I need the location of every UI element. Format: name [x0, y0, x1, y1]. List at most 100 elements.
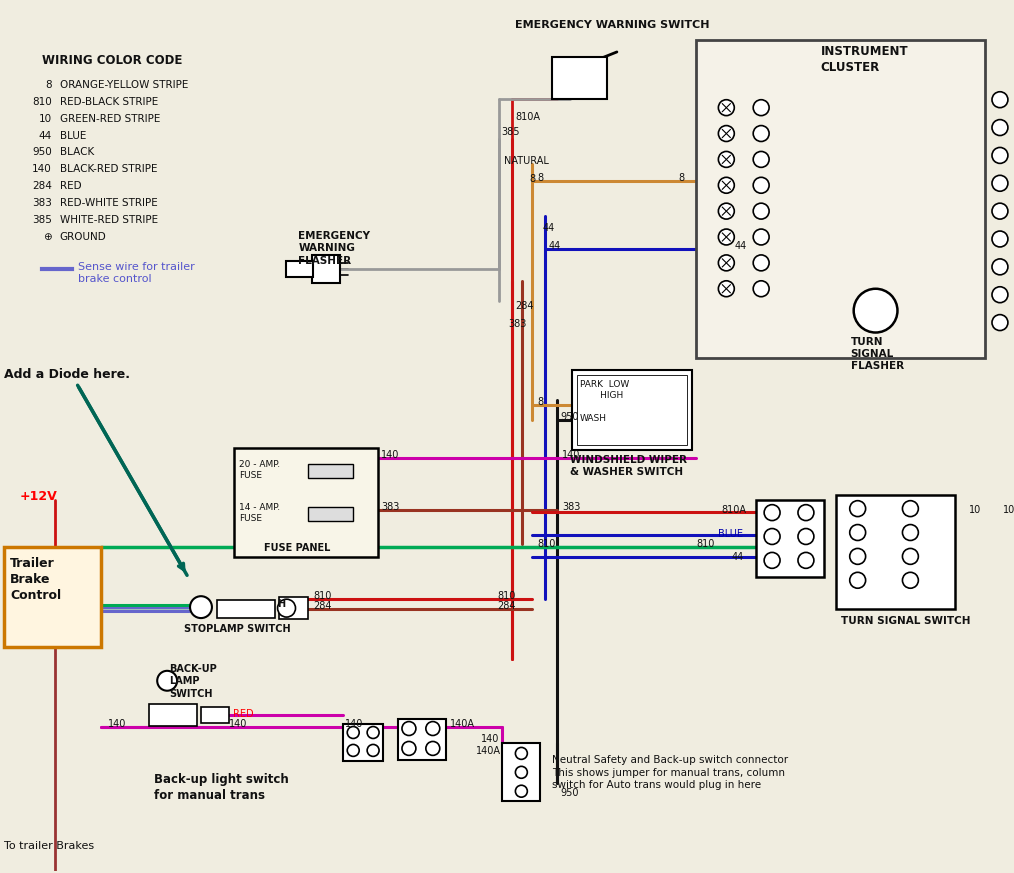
- Circle shape: [515, 785, 527, 797]
- Bar: [4, 547, 101, 647]
- Text: GROUND: GROUND: [60, 232, 106, 242]
- Circle shape: [426, 722, 440, 735]
- Circle shape: [515, 747, 527, 760]
- Text: 284: 284: [313, 601, 332, 611]
- Text: 383: 383: [31, 198, 52, 208]
- Circle shape: [426, 741, 440, 755]
- Text: WINDSHIELD WIPER
& WASHER SWITCH: WINDSHIELD WIPER & WASHER SWITCH: [570, 455, 687, 478]
- Circle shape: [902, 525, 919, 540]
- Circle shape: [753, 126, 769, 141]
- Circle shape: [902, 573, 919, 588]
- Circle shape: [992, 286, 1008, 303]
- Text: 44: 44: [549, 241, 561, 251]
- Text: 810A: 810A: [515, 112, 540, 121]
- Text: 140: 140: [345, 718, 364, 729]
- Text: BACK-UP
LAMP
SWITCH: BACK-UP LAMP SWITCH: [169, 663, 217, 698]
- Circle shape: [765, 528, 780, 545]
- Text: 140: 140: [381, 450, 400, 460]
- Text: TURN SIGNAL SWITCH: TURN SIGNAL SWITCH: [841, 616, 970, 626]
- Text: PARK  LOW
       HIGH: PARK LOW HIGH: [580, 381, 630, 401]
- Text: Add a Diode here.: Add a Diode here.: [4, 368, 130, 382]
- Circle shape: [190, 596, 212, 618]
- Bar: [577, 375, 686, 445]
- Bar: [503, 744, 540, 801]
- Circle shape: [753, 229, 769, 245]
- Circle shape: [718, 151, 734, 168]
- Text: EMERGENCY
WARNING
FLASHER: EMERGENCY WARNING FLASHER: [298, 231, 370, 266]
- Circle shape: [367, 726, 379, 739]
- Text: BLUE: BLUE: [60, 131, 86, 141]
- Text: 383: 383: [562, 502, 581, 512]
- Text: 383: 383: [381, 502, 400, 512]
- Bar: [572, 370, 692, 450]
- Text: 810: 810: [313, 591, 332, 601]
- Text: 14 - AMP.
FUSE: 14 - AMP. FUSE: [238, 503, 280, 523]
- Circle shape: [515, 766, 527, 778]
- Text: 140: 140: [562, 450, 581, 460]
- Text: +12V: +12V: [20, 490, 58, 503]
- Text: BLUE: BLUE: [718, 528, 743, 539]
- Circle shape: [347, 726, 359, 739]
- Text: RED-BLACK STRIPE: RED-BLACK STRIPE: [60, 97, 158, 107]
- Text: NATURAL: NATURAL: [504, 156, 550, 167]
- Circle shape: [992, 259, 1008, 275]
- Circle shape: [992, 148, 1008, 163]
- Circle shape: [992, 231, 1008, 247]
- Circle shape: [753, 100, 769, 115]
- Circle shape: [753, 151, 769, 168]
- Circle shape: [850, 501, 866, 517]
- Text: 810A: 810A: [721, 505, 746, 515]
- Text: 44: 44: [734, 241, 746, 251]
- Text: 810: 810: [32, 97, 52, 107]
- Circle shape: [718, 126, 734, 141]
- Text: Neutral Safety and Back-up switch connector
This shows jumper for manual trans, : Neutral Safety and Back-up switch connec…: [553, 755, 788, 790]
- Bar: [836, 495, 955, 609]
- Text: RED: RED: [233, 709, 254, 718]
- Text: WASH: WASH: [580, 414, 607, 423]
- Circle shape: [367, 745, 379, 756]
- Circle shape: [992, 120, 1008, 135]
- Text: 140: 140: [107, 718, 126, 729]
- Text: 44: 44: [39, 131, 52, 141]
- Circle shape: [718, 281, 734, 297]
- Circle shape: [753, 203, 769, 219]
- Bar: [697, 40, 985, 359]
- Circle shape: [753, 281, 769, 297]
- Circle shape: [992, 175, 1008, 191]
- Text: 810: 810: [537, 540, 556, 549]
- Text: BLACK: BLACK: [60, 148, 94, 157]
- Circle shape: [157, 670, 177, 691]
- Text: Sense wire for trailer
brake control: Sense wire for trailer brake control: [78, 262, 195, 285]
- Text: STOPLAMP SWITCH: STOPLAMP SWITCH: [185, 624, 291, 634]
- Text: 8: 8: [529, 175, 535, 184]
- Text: BLACK-RED STRIPE: BLACK-RED STRIPE: [60, 164, 157, 175]
- Circle shape: [798, 505, 814, 520]
- Bar: [279, 597, 308, 619]
- Circle shape: [402, 741, 416, 755]
- Text: 284: 284: [498, 601, 516, 611]
- Bar: [312, 255, 341, 283]
- Text: 10: 10: [1003, 505, 1014, 515]
- Circle shape: [718, 229, 734, 245]
- Text: 810: 810: [498, 591, 516, 601]
- Text: RED: RED: [60, 182, 81, 191]
- Text: 950: 950: [560, 412, 579, 423]
- Text: 8: 8: [537, 174, 544, 183]
- Text: 140: 140: [32, 164, 52, 175]
- Circle shape: [753, 255, 769, 271]
- Circle shape: [753, 177, 769, 193]
- Bar: [756, 499, 823, 577]
- Text: 950: 950: [560, 788, 579, 798]
- Text: TURN
SIGNAL
FLASHER: TURN SIGNAL FLASHER: [851, 336, 903, 371]
- Circle shape: [992, 203, 1008, 219]
- Bar: [217, 600, 275, 618]
- Text: 385: 385: [31, 215, 52, 225]
- Circle shape: [718, 177, 734, 193]
- Bar: [286, 261, 313, 277]
- Bar: [397, 718, 446, 760]
- Text: ORANGE-YELLOW STRIPE: ORANGE-YELLOW STRIPE: [60, 79, 188, 90]
- Circle shape: [402, 722, 416, 735]
- Circle shape: [718, 100, 734, 115]
- Circle shape: [850, 525, 866, 540]
- Text: 810: 810: [697, 540, 715, 549]
